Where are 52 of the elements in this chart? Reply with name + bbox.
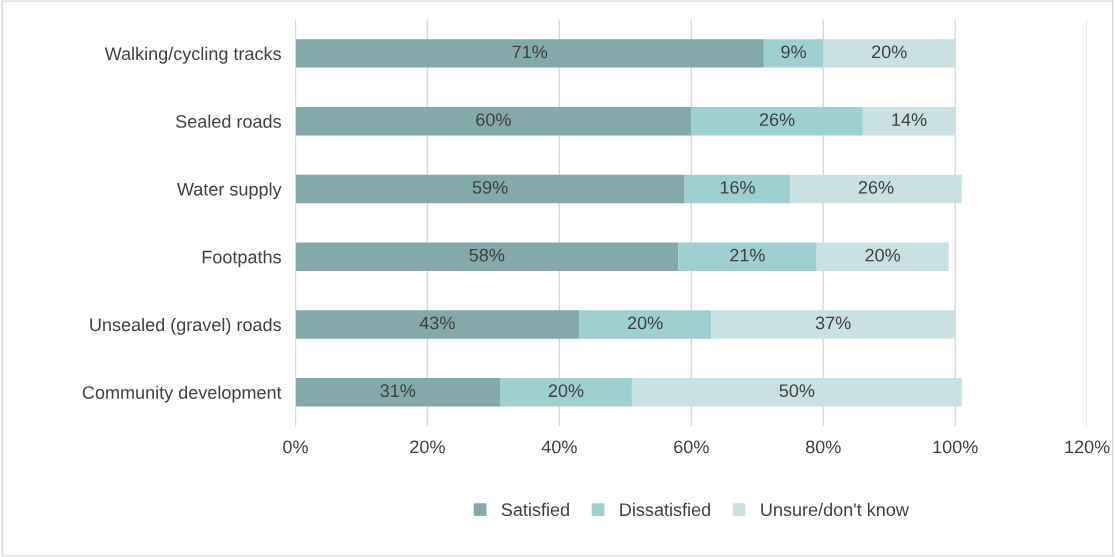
x-tick-label: 40% bbox=[541, 440, 577, 454]
data-label: 59% bbox=[472, 180, 508, 194]
legend-label: Satisfied bbox=[501, 502, 569, 517]
y-tick-label: Water supply bbox=[176, 182, 282, 200]
data-label: 14% bbox=[892, 113, 927, 126]
bar bbox=[579, 310, 712, 339]
y-tick-label: Footpaths bbox=[202, 250, 281, 267]
x-tick-label: 120% bbox=[1065, 440, 1110, 454]
bar bbox=[790, 174, 962, 204]
data-label: 20% bbox=[548, 384, 584, 398]
data-label: 37% bbox=[815, 316, 851, 330]
x-tick-label: 20% bbox=[410, 440, 445, 454]
data-label: 26% bbox=[759, 113, 795, 126]
bar bbox=[862, 106, 956, 136]
data-label: 60% bbox=[476, 113, 511, 126]
bar bbox=[823, 39, 956, 68]
x-tick-label: 100% bbox=[933, 440, 978, 454]
data-label: 31% bbox=[380, 384, 416, 398]
data-label: 20% bbox=[627, 316, 663, 330]
data-label: 50% bbox=[779, 384, 815, 398]
x-tick-label: 0% bbox=[283, 440, 308, 454]
data-label: 9% bbox=[781, 45, 806, 59]
bar bbox=[684, 174, 791, 204]
bar bbox=[691, 106, 863, 136]
bar bbox=[631, 377, 962, 407]
bar bbox=[295, 106, 692, 136]
bar bbox=[711, 310, 956, 339]
data-label: 20% bbox=[872, 45, 907, 59]
y-tick-label: Walking/cycling tracks bbox=[104, 46, 281, 64]
y-tick-label: Unsealed (gravel) roads bbox=[90, 317, 281, 335]
data-label: 71% bbox=[512, 45, 548, 59]
y-tick-label: Community development bbox=[82, 385, 282, 403]
legend-label: Dissatisfied bbox=[620, 502, 710, 517]
bar bbox=[295, 174, 685, 204]
bar bbox=[295, 39, 764, 68]
data-label: 26% bbox=[858, 180, 894, 194]
bar bbox=[763, 39, 824, 68]
bar bbox=[816, 242, 949, 271]
bar bbox=[499, 377, 632, 407]
x-tick-label: 80% bbox=[805, 440, 841, 454]
data-label: 43% bbox=[419, 316, 455, 330]
data-label: 20% bbox=[865, 248, 901, 262]
bar bbox=[678, 242, 817, 271]
bar bbox=[295, 242, 679, 271]
data-label: 21% bbox=[730, 248, 765, 262]
x-tick-label: 60% bbox=[674, 440, 709, 454]
data-label: 16% bbox=[720, 180, 755, 194]
y-tick-label: Sealed roads bbox=[176, 114, 281, 128]
legend-label: Unsure/don't know bbox=[761, 502, 909, 517]
data-label: 58% bbox=[469, 248, 505, 262]
bar bbox=[295, 310, 580, 339]
bar bbox=[295, 377, 500, 407]
